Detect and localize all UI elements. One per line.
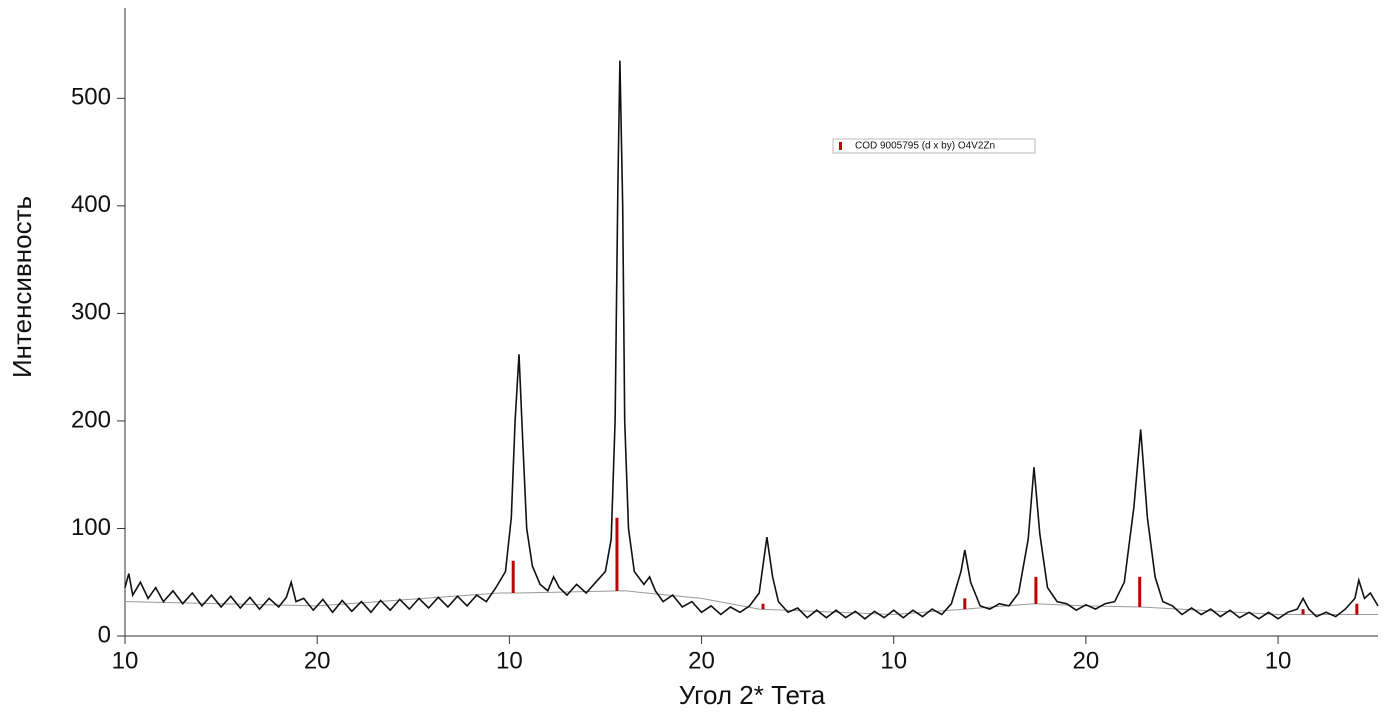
- y-tick-label: 400: [71, 191, 111, 218]
- y-tick-label: 100: [71, 514, 111, 541]
- x-axis-title: Угол 2* Тета: [679, 680, 826, 710]
- y-tick-label: 200: [71, 406, 111, 433]
- x-tick-label: 10: [880, 647, 907, 674]
- x-tick-label: 20: [688, 647, 715, 674]
- x-tick-label: 10: [1265, 647, 1292, 674]
- line: [124, 590, 1378, 616]
- legend-swatch: [839, 142, 842, 150]
- line: [124, 60, 1379, 620]
- legend-label: COD 9005795 (d x by) O4V2Zn: [855, 141, 995, 152]
- x-tick-label: 20: [304, 647, 331, 674]
- y-axis-title: Интенсивность: [7, 196, 37, 378]
- y-tick-label: 500: [71, 84, 111, 111]
- x-tick-label: 10: [112, 647, 139, 674]
- legend: [832, 138, 1036, 154]
- x-tick-label: 20: [1073, 647, 1100, 674]
- x-tick-label: 10: [496, 647, 523, 674]
- y-tick-label: 300: [71, 299, 111, 326]
- y-tick-label: 0: [98, 621, 111, 648]
